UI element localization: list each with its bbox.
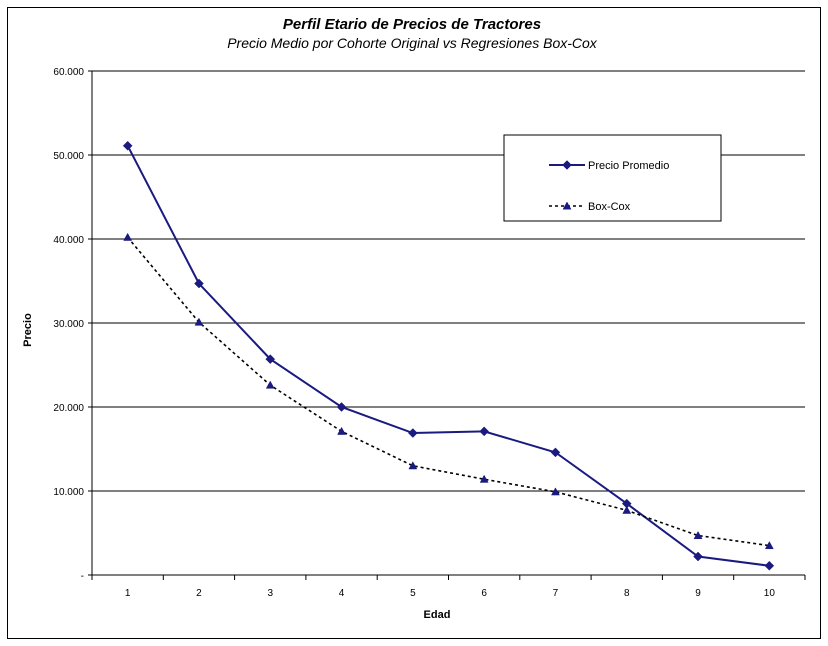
- x-tick-label: 3: [267, 588, 273, 599]
- x-axis-label: Edad: [424, 609, 451, 621]
- chart-frame: Perfil Etario de Precios de Tractores Pr…: [7, 7, 821, 639]
- legend-label: Box-Cox: [588, 201, 631, 213]
- y-tick-label: 30.000: [53, 319, 84, 330]
- data-point: [407, 428, 418, 438]
- data-point: [550, 447, 561, 458]
- legend-marker: [562, 201, 572, 210]
- series-layer: [122, 140, 775, 571]
- x-tick-label: 2: [196, 588, 202, 599]
- x-tick-label: 4: [339, 588, 345, 599]
- data-point: [194, 317, 204, 326]
- series-line-1: [126, 145, 770, 567]
- data-point: [265, 380, 275, 389]
- y-tick-label: 50.000: [53, 151, 84, 162]
- x-axis: 1 2 3 4 5 6 7 8 9 10: [91, 575, 806, 599]
- data-point: [693, 531, 703, 539]
- x-tick-label: 6: [481, 588, 487, 599]
- y-axis: - 10.000 20.000 30.000 40.000 50.000 60.000: [53, 67, 92, 582]
- data-point: [122, 140, 133, 151]
- y-axis-label: Precio: [22, 313, 34, 347]
- y-tick-label: 40.000: [53, 235, 84, 246]
- data-point: [265, 354, 276, 364]
- y-tick-label: 10.000: [53, 487, 84, 498]
- line-chart: Perfil Etario de Precios de Tractores Pr…: [22, 16, 806, 621]
- y-tick-label: 20.000: [53, 403, 84, 414]
- legend-label: Precio Promedio: [588, 160, 669, 172]
- data-point: [622, 505, 632, 514]
- data-point: [337, 426, 346, 435]
- x-tick-label: 5: [410, 588, 416, 599]
- data-point: [123, 232, 133, 241]
- data-point: [479, 474, 489, 483]
- legend: Precio Promedio Box-Cox: [503, 134, 722, 222]
- chart-subtitle: Precio Medio por Cohorte Original vs Reg…: [227, 35, 598, 51]
- y-tick-label: 60.000: [53, 67, 84, 78]
- data-point: [693, 551, 703, 562]
- data-point: [479, 426, 490, 437]
- legend-marker: [562, 160, 572, 170]
- data-point: [408, 461, 418, 470]
- x-tick-label: 7: [553, 588, 559, 599]
- x-tick-label: 1: [125, 588, 131, 599]
- x-tick-label: 10: [764, 588, 776, 599]
- x-tick-label: 9: [695, 588, 701, 599]
- data-point: [194, 278, 204, 289]
- data-point: [336, 402, 347, 412]
- data-point: [551, 487, 560, 496]
- legend-box: [503, 134, 722, 222]
- data-point: [764, 541, 774, 550]
- x-tick-label: 8: [624, 588, 630, 599]
- chart-title: Perfil Etario de Precios de Tractores: [283, 16, 541, 33]
- y-tick-label: -: [81, 571, 84, 582]
- data-point: [764, 560, 775, 571]
- series-line-2: [127, 236, 770, 547]
